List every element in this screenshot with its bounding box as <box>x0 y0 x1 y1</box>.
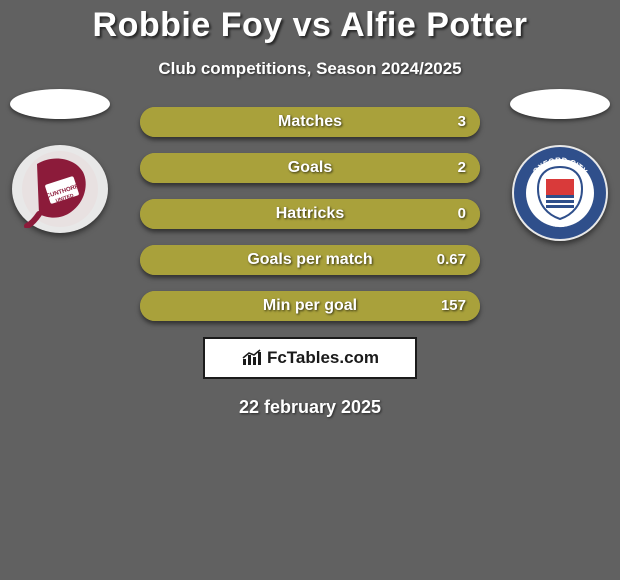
left-player-ellipse <box>10 89 110 119</box>
stat-bar-goals: Goals 2 <box>140 153 480 183</box>
right-player-column: OXFORD CITY FOOTBALL CLUB <box>510 89 610 241</box>
right-club-badge: OXFORD CITY FOOTBALL CLUB <box>512 145 608 241</box>
comparison-stage: SCUNTHORPE UNITED OXFORD CITY FOOTBALL C… <box>0 107 620 418</box>
stat-bar-matches: Matches 3 <box>140 107 480 137</box>
bar-label: Hattricks <box>140 199 480 229</box>
bar-label: Goals per match <box>140 245 480 275</box>
right-player-ellipse <box>510 89 610 119</box>
scunthorpe-crest-icon: SCUNTHORPE UNITED <box>17 150 103 228</box>
stat-bars: Matches 3 Goals 2 Hattricks 0 Goals per … <box>140 107 480 321</box>
bar-right-value: 3 <box>458 107 466 137</box>
brand-box[interactable]: FcTables.com <box>203 337 417 379</box>
left-player-column: SCUNTHORPE UNITED <box>10 89 110 233</box>
bar-label: Matches <box>140 107 480 137</box>
bar-right-value: 157 <box>441 291 466 321</box>
stat-bar-hattricks: Hattricks 0 <box>140 199 480 229</box>
oxford-city-crest-icon: OXFORD CITY FOOTBALL CLUB <box>512 145 608 241</box>
bar-right-value: 2 <box>458 153 466 183</box>
bar-right-value: 0 <box>458 199 466 229</box>
bar-chart-icon <box>241 349 263 367</box>
bar-label: Goals <box>140 153 480 183</box>
stat-bar-min-per-goal: Min per goal 157 <box>140 291 480 321</box>
left-club-badge: SCUNTHORPE UNITED <box>12 145 108 233</box>
subtitle: Club competitions, Season 2024/2025 <box>0 59 620 79</box>
date-text: 22 february 2025 <box>0 397 620 418</box>
page-title: Robbie Foy vs Alfie Potter <box>0 0 620 45</box>
stat-bar-goals-per-match: Goals per match 0.67 <box>140 245 480 275</box>
brand-text: FcTables.com <box>267 348 379 368</box>
bar-label: Min per goal <box>140 291 480 321</box>
bar-right-value: 0.67 <box>437 245 466 275</box>
